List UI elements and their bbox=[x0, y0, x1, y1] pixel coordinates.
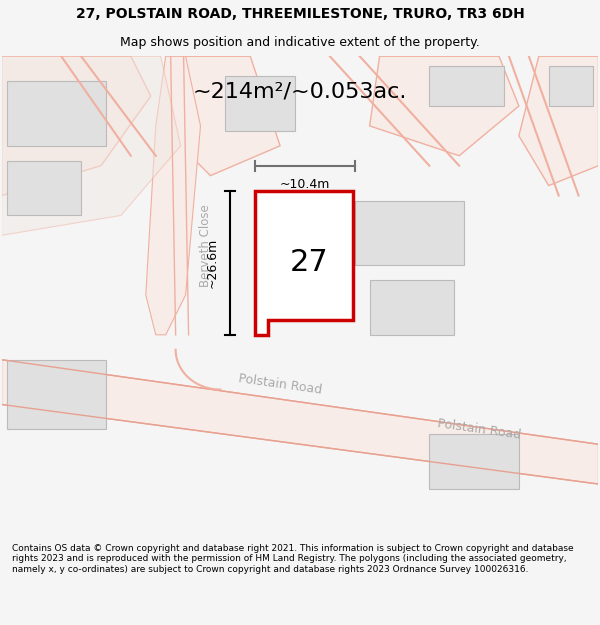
Text: ~214m²/~0.053ac.: ~214m²/~0.053ac. bbox=[193, 81, 407, 101]
Polygon shape bbox=[370, 56, 519, 156]
Polygon shape bbox=[255, 191, 353, 335]
Bar bbox=[549, 66, 593, 106]
Polygon shape bbox=[2, 56, 181, 236]
Bar bbox=[430, 66, 504, 106]
Polygon shape bbox=[146, 56, 200, 335]
Bar bbox=[226, 76, 295, 131]
Bar bbox=[370, 280, 454, 335]
Text: Contains OS data © Crown copyright and database right 2021. This information is : Contains OS data © Crown copyright and d… bbox=[12, 544, 574, 574]
Text: Polstain Road: Polstain Road bbox=[436, 417, 522, 442]
Text: ~10.4m: ~10.4m bbox=[280, 177, 330, 191]
Polygon shape bbox=[519, 56, 598, 186]
Bar bbox=[430, 434, 519, 489]
Bar bbox=[7, 360, 106, 429]
Polygon shape bbox=[2, 56, 151, 196]
Text: Polstain Road: Polstain Road bbox=[238, 372, 323, 397]
Polygon shape bbox=[2, 360, 598, 484]
Bar bbox=[355, 201, 464, 265]
Text: 27, POLSTAIN ROAD, THREEMILESTONE, TRURO, TR3 6DH: 27, POLSTAIN ROAD, THREEMILESTONE, TRURO… bbox=[76, 7, 524, 21]
Text: 27: 27 bbox=[290, 248, 328, 278]
Bar bbox=[7, 161, 81, 216]
Text: Map shows position and indicative extent of the property.: Map shows position and indicative extent… bbox=[120, 36, 480, 49]
Text: Berveth Close: Berveth Close bbox=[199, 204, 212, 287]
Text: ~26.6m: ~26.6m bbox=[205, 238, 218, 288]
Polygon shape bbox=[161, 56, 280, 176]
Bar bbox=[7, 81, 106, 146]
